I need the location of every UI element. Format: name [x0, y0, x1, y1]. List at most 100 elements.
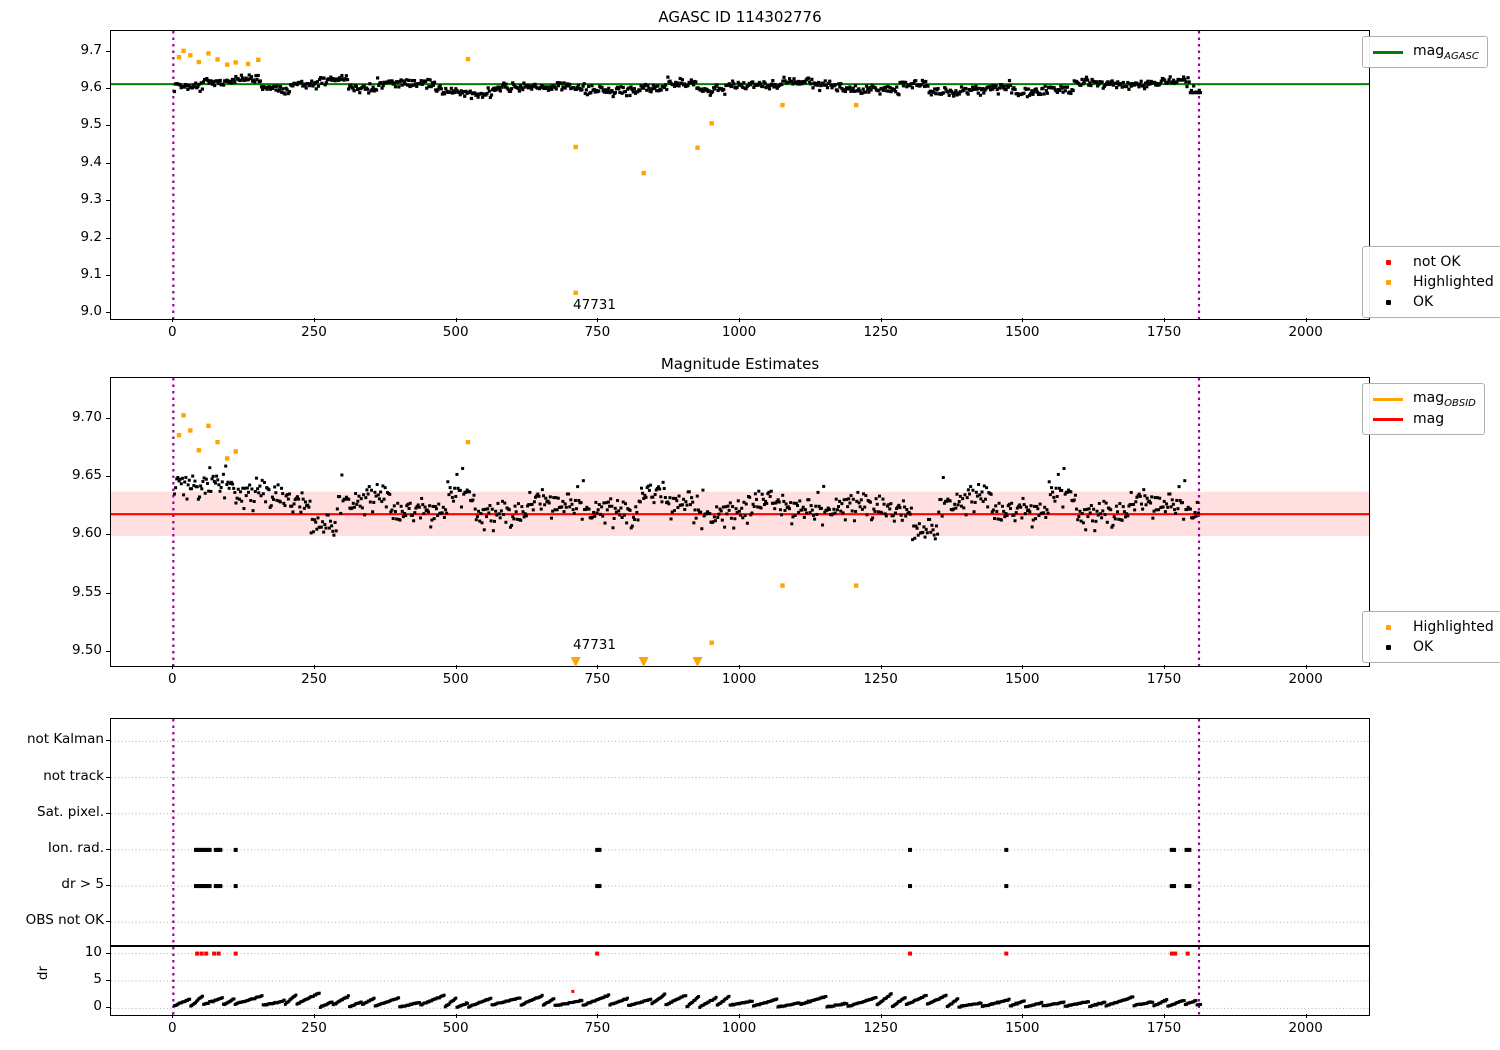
data-point: [231, 482, 235, 486]
data-point: [389, 510, 393, 514]
data-point: [303, 500, 307, 504]
data-point: [323, 83, 327, 87]
data-point: [268, 87, 273, 91]
data-point: [861, 87, 865, 91]
data-point: [1146, 79, 1150, 83]
data-point: [561, 85, 565, 89]
dr-point: [345, 996, 349, 1000]
data-point: [743, 513, 747, 517]
data-point: [909, 82, 913, 86]
data-point: [920, 78, 925, 83]
data-point: [552, 496, 556, 500]
data-point: [370, 88, 374, 92]
data-point: [675, 499, 679, 503]
dr-point: [372, 996, 376, 1000]
data-point: [565, 82, 570, 86]
data-point: [239, 490, 243, 494]
highlighted-point: [709, 640, 714, 645]
data-point: [1003, 515, 1007, 519]
data-point: [439, 87, 443, 91]
data-point: [758, 82, 763, 86]
dr-point: [206, 1001, 210, 1005]
data-point: [695, 494, 699, 498]
data-point: [987, 85, 991, 89]
data-point: [1116, 510, 1120, 514]
data-point: [221, 472, 225, 476]
flag-point: [196, 884, 201, 889]
data-point: [488, 504, 492, 508]
data-point: [809, 82, 813, 86]
dr-point: [1194, 999, 1198, 1003]
dr-point: [1022, 999, 1026, 1003]
data-point: [964, 513, 968, 517]
data-point: [723, 92, 727, 96]
data-point: [538, 502, 542, 506]
data-point: [811, 513, 815, 517]
data-point: [320, 81, 324, 85]
data-point: [1060, 86, 1064, 90]
dr-not-ok-point: [571, 989, 575, 993]
data-point: [1044, 89, 1048, 93]
dr-point: [956, 997, 960, 1001]
data-point: [996, 517, 1000, 521]
data-point: [628, 508, 632, 512]
data-point: [254, 476, 258, 480]
data-point: [1063, 492, 1067, 496]
data-point: [379, 490, 383, 494]
data-point: [904, 514, 908, 518]
dr-point: [697, 995, 701, 999]
data-point: [786, 505, 790, 509]
data-point: [212, 479, 216, 483]
data-point: [620, 91, 624, 95]
data-point: [368, 82, 372, 86]
highlighted-point: [188, 428, 193, 433]
data-point: [641, 86, 645, 90]
data-point: [490, 507, 494, 511]
data-point: [1014, 511, 1018, 515]
flag-point: [1187, 884, 1192, 889]
highlighted-point: [233, 449, 238, 454]
data-point: [1114, 504, 1118, 508]
dr-point: [684, 994, 688, 998]
data-point: [274, 88, 278, 92]
data-point: [187, 83, 191, 88]
data-point: [866, 87, 870, 91]
data-point: [664, 83, 668, 87]
data-point: [822, 83, 826, 87]
data-point: [1061, 90, 1065, 94]
data-point: [813, 517, 817, 521]
data-point: [347, 497, 351, 501]
data-point: [1084, 528, 1088, 532]
data-point: [1145, 496, 1149, 500]
data-point: [617, 87, 621, 91]
data-point: [407, 507, 411, 511]
data-point: [568, 82, 572, 86]
dr-point: [283, 1002, 287, 1006]
data-point: [855, 499, 859, 503]
data-point: [253, 80, 257, 84]
data-point: [716, 88, 720, 93]
y-tick-mark: [106, 200, 110, 201]
data-point: [957, 92, 961, 96]
data-point: [775, 86, 779, 90]
data-point: [748, 495, 752, 499]
data-point: [310, 79, 314, 83]
data-point: [1009, 83, 1013, 88]
data-point: [246, 78, 250, 82]
data-point: [708, 512, 712, 516]
data-point: [563, 502, 567, 506]
data-point: [260, 478, 264, 482]
data-point: [243, 78, 247, 82]
data-point: [408, 501, 412, 505]
flag-point: [203, 884, 208, 889]
data-point: [485, 91, 489, 96]
flag-point: [1004, 884, 1009, 889]
data-point: [1024, 505, 1028, 509]
data-point: [939, 497, 943, 501]
data-point: [508, 525, 512, 529]
data-point: [237, 497, 241, 501]
data-point: [1059, 84, 1063, 88]
data-point: [277, 88, 282, 92]
flag-row-label-sat-pixel-: Sat. pixel.: [37, 803, 104, 820]
data-point: [1090, 77, 1094, 82]
